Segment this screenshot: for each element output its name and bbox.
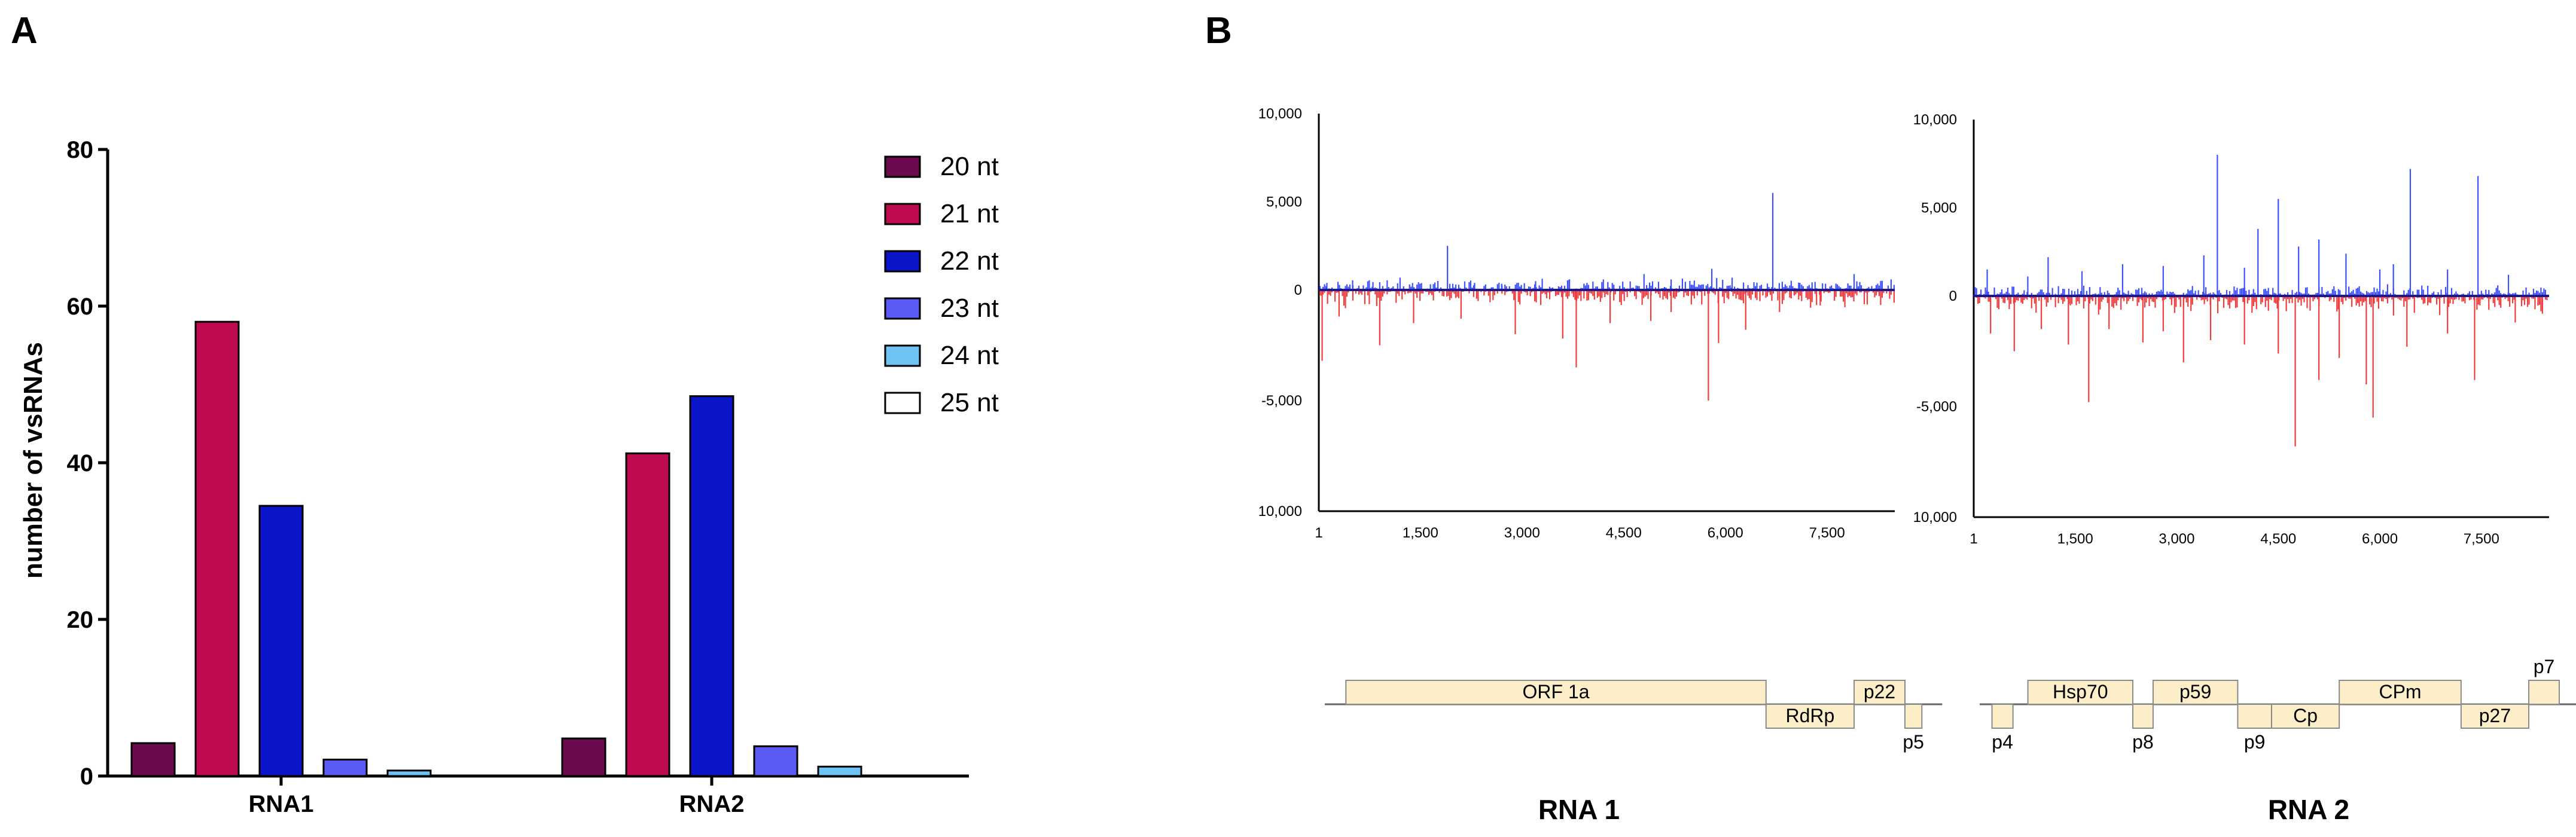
legend-swatch (884, 392, 921, 414)
orf-box-hsp70 (2027, 680, 2133, 705)
y-tick-label: -5,000 (1261, 393, 1302, 409)
orf-box-orf1a (1345, 680, 1767, 705)
bar-rna2-21nt (625, 452, 670, 777)
y-tick-label: 0 (1294, 282, 1302, 298)
orf-box-p59 (2152, 680, 2239, 705)
x-tick-label: 4,500 (1606, 525, 1642, 541)
x-tick-label: 6,000 (1708, 525, 1743, 541)
orf-box-cpm (2339, 680, 2462, 705)
y-tick-label: 10,000 (1258, 106, 1302, 122)
x-tick-label: 3,000 (2159, 531, 2194, 547)
orf-label: p8 (2132, 731, 2154, 753)
legend-label: 20 nt (940, 152, 999, 181)
orf-label: ORF 1a (1523, 681, 1590, 702)
orf-label: p4 (1992, 731, 2013, 753)
legend-label: 22 nt (940, 246, 999, 276)
orf-box-p7 (2528, 680, 2560, 705)
orf-label: p59 (2179, 681, 2211, 702)
y-tick-label: 60 (67, 294, 94, 320)
bar-rna2-20nt (561, 737, 606, 777)
panel-letter-b: B (1205, 10, 1232, 51)
orf-label: p7 (2534, 656, 2555, 677)
bar-rna1-24nt (386, 769, 432, 777)
y-tick-label: 5,000 (1266, 194, 1302, 210)
legend-swatch (884, 250, 921, 273)
series-sense (1974, 155, 2549, 296)
x-tick-label: 1,500 (1403, 525, 1438, 541)
y-tick-label: 40 (67, 450, 94, 476)
bar-rna2-24nt (817, 765, 862, 777)
orf-label: Hsp70 (2053, 681, 2108, 702)
orf-box-rdrp (1765, 704, 1855, 729)
legend-label: 23 nt (940, 294, 999, 323)
x-tick-label: RNA1 (249, 791, 314, 817)
orf-box-p4 (1991, 704, 2014, 729)
bar-rna1-21nt (194, 320, 240, 777)
x-tick-label: 7,500 (1809, 525, 1845, 541)
legend-swatch (884, 344, 921, 367)
x-tick-label: 1 (1315, 525, 1322, 541)
orf-box-p27 (2460, 704, 2530, 729)
legend-label: 24 nt (940, 341, 999, 370)
orf-box-p5 (1904, 704, 1923, 729)
legend-swatch (884, 203, 921, 225)
y-axis-title: number of vsRNAs (19, 342, 48, 579)
series-sense (1319, 193, 1895, 290)
coverage-plot-rna1: 10,000 5,000 0 -5,000 10,000 1 1,500 3,000 4,500… (1258, 106, 1943, 825)
bar-rna1-22nt (258, 505, 304, 777)
y-tick-label: 20 (67, 607, 94, 633)
x-tick-label: RNA2 (679, 791, 745, 817)
bar-rna2-22nt (689, 395, 734, 777)
coverage-plot-rna2: 10,000 5,000 0 -5,000 10,000 1 1,500 3,000 4,500… (1913, 112, 2576, 825)
x-tick-label: 7,500 (2464, 531, 2499, 547)
rna-label: RNA 1 (1538, 794, 1620, 825)
bar-rna1-23nt (322, 758, 368, 777)
orf-box-p8 (2132, 704, 2154, 729)
orf-box-cp (2270, 704, 2340, 729)
orf-label: CPm (2379, 681, 2421, 702)
y-tick-label: 10,000 (1913, 112, 1957, 128)
orf-box-p9 (2237, 704, 2272, 729)
x-tick-label: 4,500 (2260, 531, 2296, 547)
series-antisense (1319, 290, 1895, 401)
legend-swatch (884, 297, 921, 320)
y-tick-label: 80 (67, 137, 94, 163)
orf-label: p9 (2244, 731, 2266, 753)
orf-label: Cp (2293, 705, 2318, 726)
panel-letter-a: A (11, 10, 38, 51)
bar-rna1-20nt (130, 742, 176, 777)
x-tick-label: 6,000 (2362, 531, 2398, 547)
legend-label: 21 nt (940, 199, 999, 228)
legend-label: 25 nt (940, 388, 999, 417)
bar-chart-panel-a: number of vsRNAs 0 20 40 60 80 RNA1 RNA2 20 nt 2… (19, 137, 999, 817)
y-tick-label: 10,000 (1258, 503, 1302, 520)
x-tick-label: 3,000 (1504, 525, 1540, 541)
orf-label: p27 (2479, 705, 2511, 726)
x-tick-label: 1 (1970, 531, 1977, 547)
y-tick-label: 0 (1949, 288, 1957, 304)
y-tick-label: -5,000 (1916, 399, 1957, 415)
y-tick-label: 5,000 (1921, 200, 1957, 216)
orf-label: p22 (1864, 681, 1895, 702)
orf-label: RdRp (1785, 705, 1834, 726)
rna-label: RNA 2 (2268, 794, 2349, 825)
x-tick-label: 1,500 (2057, 531, 2093, 547)
legend-swatch (884, 155, 921, 178)
bar-rna2-23nt (753, 745, 798, 777)
series-antisense (1974, 296, 2549, 447)
y-tick-label: 0 (80, 763, 93, 790)
orf-label: p5 (1903, 731, 1924, 753)
y-tick-label: 10,000 (1913, 509, 1957, 526)
orf-box-p22 (1853, 680, 1906, 705)
